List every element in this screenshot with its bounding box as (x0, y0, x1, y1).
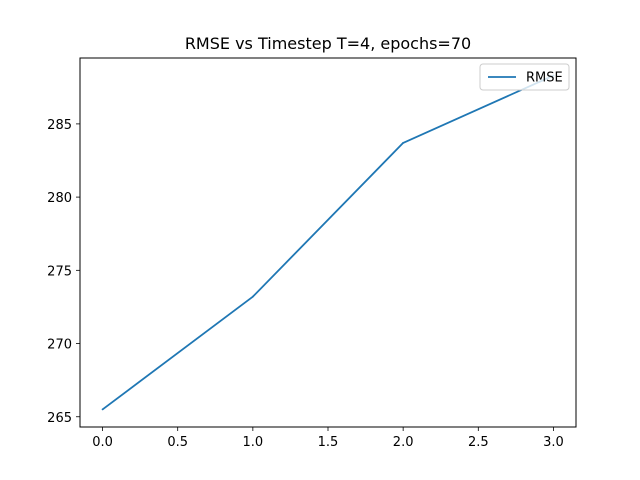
legend-label: RMSE (526, 71, 563, 86)
plot-marks: 0.0 0.5 1.0 1.5 2.0 2.5 3.0 265 270 275 280 285 (47, 74, 564, 450)
y-tick-label: 280 (47, 191, 72, 206)
y-tick-label: 270 (47, 338, 72, 353)
x-tick-label: 0.0 (92, 435, 113, 450)
data-point (101, 408, 104, 411)
data-point (251, 295, 254, 298)
legend: RMSE (479, 63, 570, 91)
plot-area (80, 58, 576, 427)
y-tick-label: 265 (47, 411, 72, 426)
x-tick-label: 3.0 (543, 435, 564, 450)
legend-box (479, 63, 570, 91)
x-tick-label: 2.0 (393, 435, 414, 450)
y-tick-label: 285 (47, 118, 72, 133)
x-tick-label: 2.5 (468, 435, 489, 450)
chart-title: RMSE vs Timestep T=4, epochs=70 (185, 34, 471, 53)
y-tick-label: 275 (47, 264, 72, 279)
x-tick-label: 1.5 (318, 435, 339, 450)
x-tick-label: 0.5 (167, 435, 188, 450)
x-tick-label: 1.0 (243, 435, 264, 450)
plot-frame (79, 57, 577, 428)
data-point (402, 142, 405, 144)
series-line-rmse (102, 74, 554, 411)
